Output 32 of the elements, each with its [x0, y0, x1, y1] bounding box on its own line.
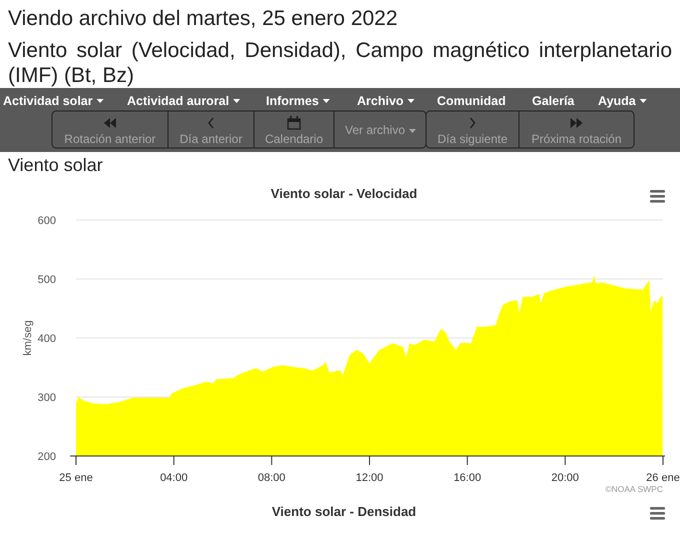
text: Galería — [532, 94, 576, 108]
text: Informes — [266, 94, 319, 108]
y-tick-label: 400 — [38, 333, 56, 345]
text: Día siguiente — [437, 132, 508, 146]
x-tick-label: 08:00 — [258, 472, 286, 484]
text: Comunidad — [437, 94, 506, 108]
text: Archivo — [357, 94, 404, 108]
text: Ver archivo — [344, 123, 406, 137]
x-tick-label: 04:00 — [160, 472, 188, 484]
text: Viento solar — [8, 155, 103, 175]
chart-title: Viento solar - Velocidad — [270, 186, 418, 201]
y-tick-label: 200 — [38, 451, 56, 463]
text: Viendo archivo del martes, 25 enero 2022 — [8, 7, 398, 30]
text: Actividad solar — [3, 94, 93, 108]
text: Actividad auroral — [127, 94, 230, 108]
y-tick-label: 300 — [38, 392, 56, 404]
text: Rotación anterior — [64, 132, 156, 146]
y-axis-title: km/seg — [22, 320, 34, 356]
text: Ayuda — [598, 94, 637, 108]
text: Viento solar (Velocidad, Densidad), Campo magnético interplanetario (IMF) (Bt, Bz) — [8, 39, 672, 87]
x-tick-label: 12:00 — [356, 472, 384, 484]
x-tick-label: 26 ene — [646, 472, 680, 484]
text: Próxima rotación — [531, 132, 622, 146]
text: Viento solar - Densidad — [272, 504, 416, 519]
text: Día anterior — [180, 132, 242, 146]
x-tick-label: 25 ene — [59, 472, 93, 484]
x-tick-label: 16:00 — [454, 472, 482, 484]
y-tick-label: 600 — [38, 215, 56, 227]
x-tick-label: 20:00 — [551, 472, 579, 484]
y-tick-label: 500 — [38, 274, 56, 286]
text: Calendario — [264, 132, 324, 146]
text: ©NOAA SWPC — [605, 484, 663, 494]
